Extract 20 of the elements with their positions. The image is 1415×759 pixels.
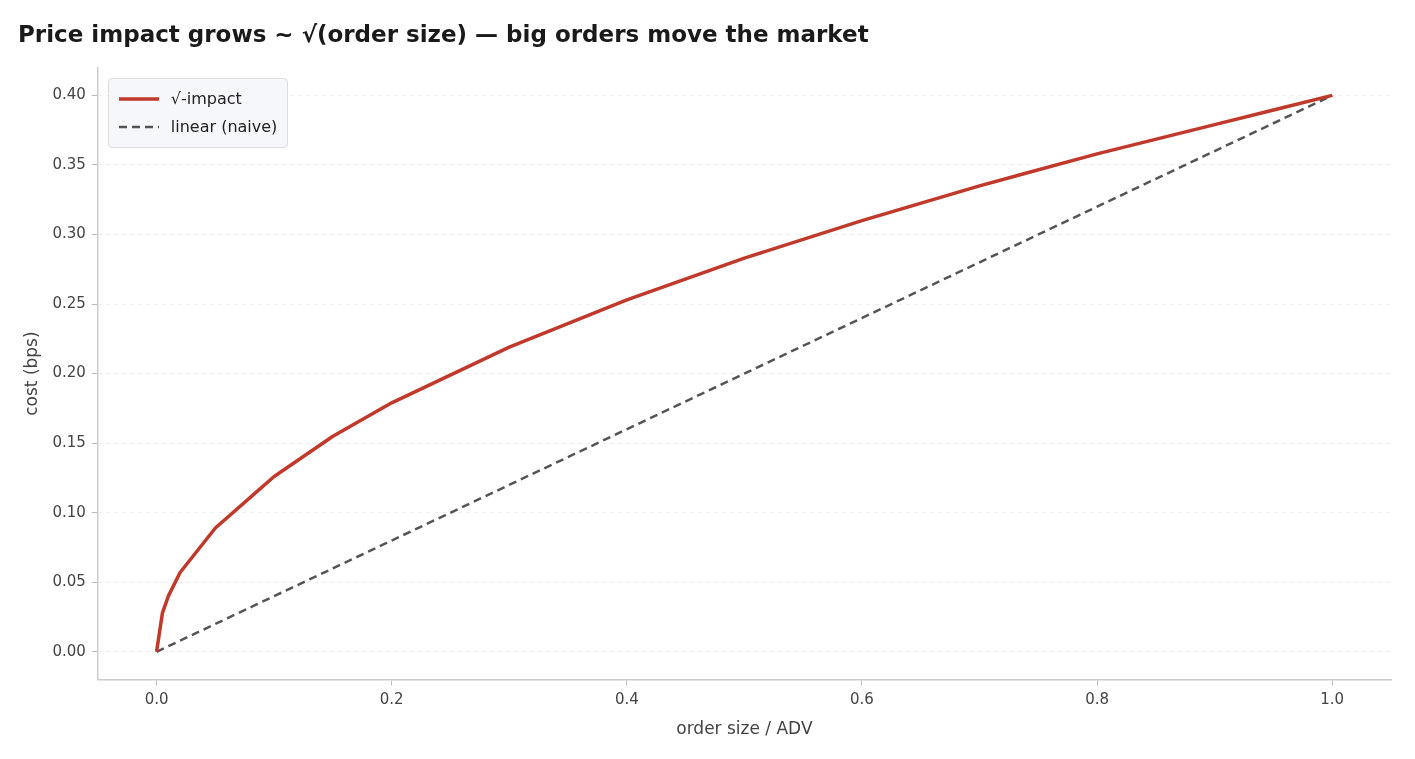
- legend-label: linear (naive): [170, 117, 278, 137]
- x-tick-label: 1.0: [1320, 690, 1345, 709]
- x-tick-label: 0.6: [850, 690, 874, 709]
- x-tick-label: 0.0: [144, 690, 169, 709]
- y-tick-label: 0.00: [52, 641, 86, 660]
- x-tick-label: 0.4: [614, 690, 639, 709]
- y-tick-label: 0.40: [52, 85, 86, 104]
- y-tick-label: 0.30: [52, 224, 86, 243]
- y-tick-label: 0.25: [52, 293, 86, 312]
- y-tick-label: 0.05: [52, 572, 86, 591]
- x-tick-label: 0.2: [379, 690, 404, 709]
- y-tick-label: 0.35: [52, 154, 86, 173]
- x-tick-label: 0.8: [1085, 690, 1110, 709]
- y-tick-label: 0.15: [52, 433, 86, 452]
- chart-title: Price impact grows ~ √(order size) — big orders move the market: [18, 20, 869, 47]
- y-tick-label: 0.10: [52, 502, 86, 521]
- y-axis-title: cost (bps): [20, 331, 41, 416]
- legend-label: √-impact: [170, 89, 242, 109]
- y-tick-label: 0.20: [52, 363, 86, 382]
- x-axis-title: order size / ADV: [676, 718, 813, 739]
